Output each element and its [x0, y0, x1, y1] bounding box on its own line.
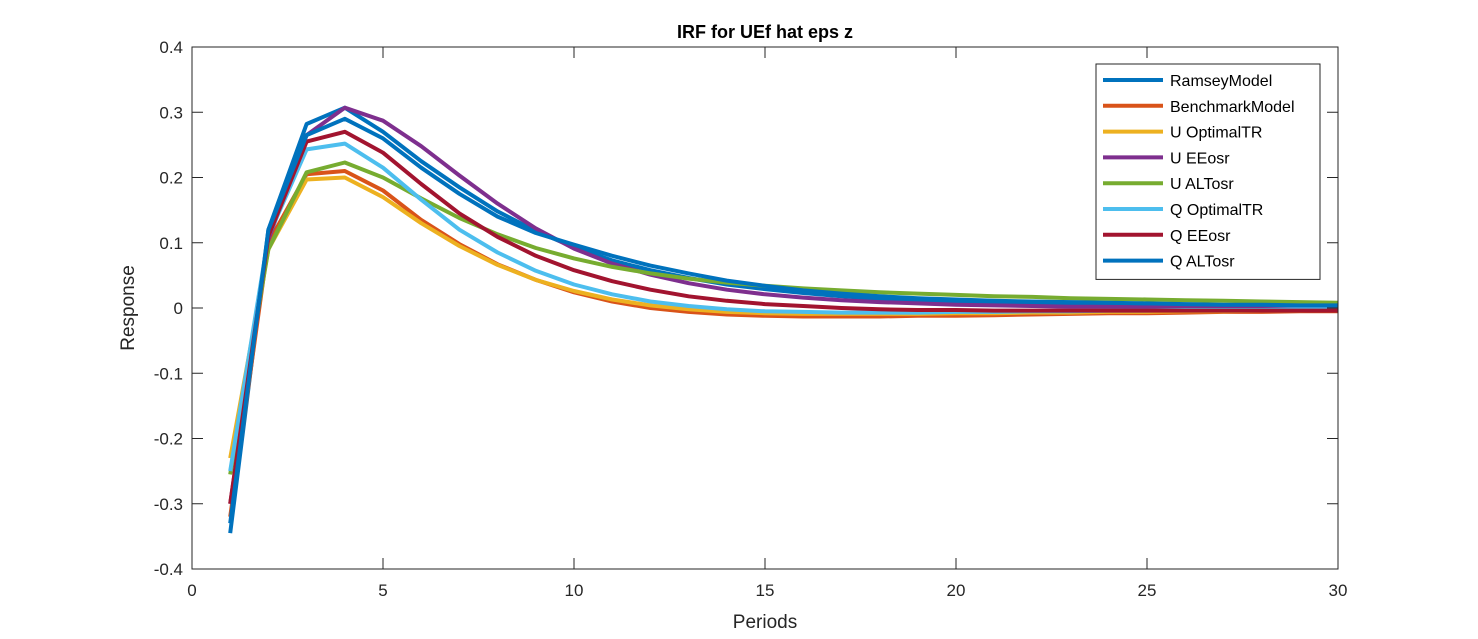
series-line-8 — [228, 116, 1338, 524]
x-tick-label: 20 — [947, 581, 966, 600]
legend-label: U ALTosr — [1170, 176, 1234, 193]
legend-label: BenchmarkModel — [1170, 99, 1295, 116]
legend-label: U OptimalTR — [1170, 125, 1262, 142]
x-tick-label: 15 — [756, 581, 775, 600]
legend-label: Q OptimalTR — [1170, 202, 1263, 219]
x-tick-label: 0 — [187, 581, 196, 600]
legend-label: Q ALTosr — [1170, 254, 1235, 271]
x-tick-label: 10 — [565, 581, 584, 600]
y-tick-label: 0.1 — [159, 234, 183, 253]
legend: RamseyModel BenchmarkModel U OptimalTR U EE… — [1095, 63, 1321, 280]
x-tick-label: 30 — [1329, 581, 1348, 600]
x-axis-label: Periods — [733, 612, 797, 633]
y-tick-label: 0.2 — [159, 169, 183, 188]
series-line-7 — [228, 129, 1338, 505]
y-tick-label: -0.2 — [154, 430, 183, 449]
chart-title: IRF for UEf hat eps z — [677, 22, 853, 42]
y-tick-label: 0 — [174, 299, 183, 318]
y-axis-label: Response — [118, 265, 139, 351]
legend-label: U EEosr — [1170, 150, 1230, 167]
series-line-4 — [228, 105, 1338, 505]
legend-label: RamseyModel — [1170, 73, 1272, 90]
legend-box — [1095, 63, 1321, 280]
y-tick-label: 0.4 — [159, 38, 183, 57]
series-layer — [228, 105, 1339, 534]
legend-label: Q EEosr — [1170, 228, 1231, 245]
y-tick-label: 0.3 — [159, 103, 183, 122]
y-tick-label: -0.3 — [154, 495, 183, 514]
x-tick-label: 25 — [1138, 581, 1157, 600]
axes-layer: 0 5 10 15 20 25 30 -0.4 -0.3 -0.2 -0.1 0 0.1 0.2 0.3 0.… — [154, 38, 1348, 600]
x-tick-label: 5 — [378, 581, 387, 600]
y-tick-label: -0.1 — [154, 364, 183, 383]
y-tick-label: -0.4 — [154, 560, 183, 579]
